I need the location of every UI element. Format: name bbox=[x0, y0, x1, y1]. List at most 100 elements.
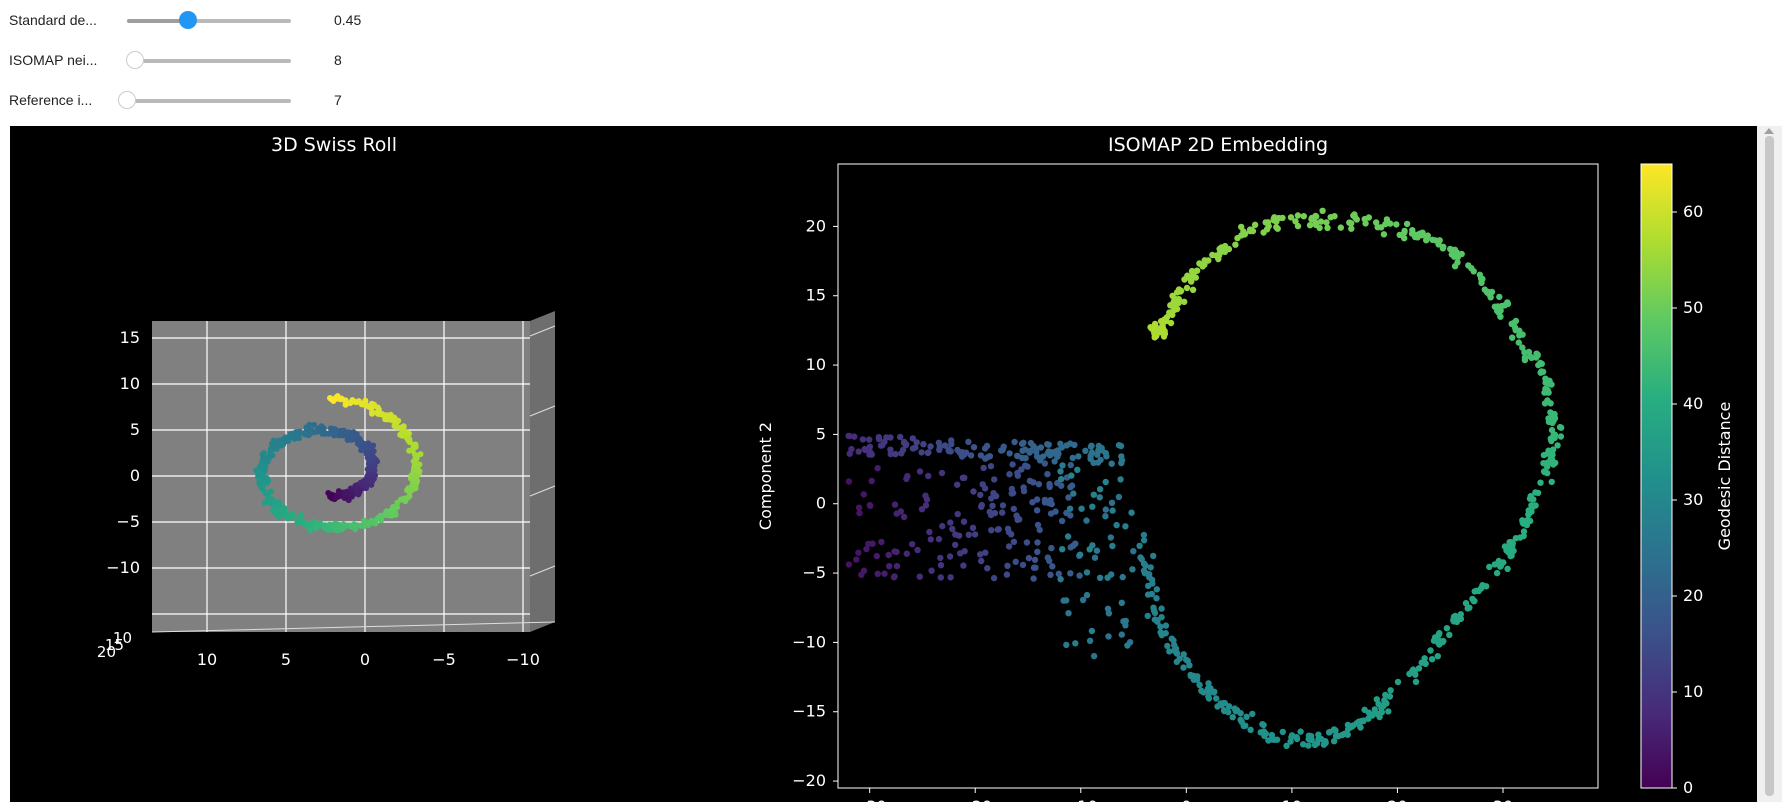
isomap-point bbox=[1006, 471, 1013, 478]
swiss-roll-point bbox=[272, 509, 279, 516]
reference-index-slider-handle[interactable] bbox=[118, 91, 136, 109]
isomap-point bbox=[1063, 509, 1070, 517]
reference-index-slider-row: Reference i... 7 bbox=[9, 89, 409, 113]
isomap-point bbox=[1205, 695, 1213, 702]
swiss-roll-point bbox=[360, 523, 367, 530]
swiss-xtick-10: 10 bbox=[197, 650, 217, 669]
scroll-thumb[interactable] bbox=[1765, 136, 1774, 796]
figure-canvas: 3D Swiss Roll 15 10 5 0 −5 −10 10 5 0 −5… bbox=[97, 134, 1734, 802]
isomap-point bbox=[1351, 213, 1358, 220]
isomap-point bbox=[1496, 293, 1503, 301]
isomap-point bbox=[1065, 610, 1072, 617]
isomap-point bbox=[991, 476, 998, 483]
isomap-point bbox=[989, 502, 996, 509]
swiss-roll-point bbox=[414, 464, 421, 471]
isomap-point bbox=[1319, 207, 1326, 214]
swiss-roll-point bbox=[261, 467, 268, 474]
isomap-point bbox=[890, 574, 898, 581]
isomap-point bbox=[1409, 227, 1416, 234]
colorbar-label: Geodesic Distance bbox=[1715, 402, 1734, 551]
isomap-point bbox=[1237, 710, 1244, 717]
isomap-point bbox=[1528, 508, 1535, 515]
isomap-point bbox=[1324, 224, 1331, 232]
swiss-ytick-m5: −5 bbox=[116, 512, 140, 531]
isomap-point bbox=[1010, 505, 1017, 513]
isomap-point bbox=[1201, 261, 1208, 268]
swiss-roll-point bbox=[298, 512, 305, 518]
isomap-point bbox=[1129, 566, 1136, 573]
isomap-point bbox=[1184, 657, 1192, 665]
isomap-point bbox=[1102, 478, 1109, 486]
isomap-y-ticks: 20 15 10 5 0 −5 −10 −15 −20 bbox=[792, 216, 838, 790]
isomap-point bbox=[1541, 400, 1549, 407]
isomap-point bbox=[1549, 451, 1556, 459]
isomap-point bbox=[1012, 558, 1019, 565]
isomap-point bbox=[987, 463, 995, 470]
swiss-roll-point bbox=[394, 499, 401, 506]
isomap-point bbox=[1157, 623, 1164, 630]
reference-index-slider[interactable] bbox=[118, 91, 291, 109]
isomap-point bbox=[1068, 472, 1075, 479]
isomap-point bbox=[1515, 339, 1523, 346]
std-dev-slider[interactable] bbox=[127, 11, 291, 29]
isomap-point bbox=[916, 468, 924, 475]
isomap-point bbox=[1016, 516, 1023, 523]
swiss-roll-point bbox=[400, 495, 407, 502]
swiss-roll-point bbox=[338, 526, 345, 533]
isomap-point bbox=[1140, 537, 1148, 544]
isomap-point bbox=[1214, 703, 1221, 710]
swiss-roll-title: 3D Swiss Roll bbox=[271, 134, 397, 156]
isomap-point bbox=[1547, 400, 1554, 407]
isomap-point bbox=[990, 490, 997, 497]
isomap-point bbox=[1221, 242, 1229, 250]
isomap-point bbox=[978, 503, 985, 510]
scroll-up-arrow-icon[interactable] bbox=[1764, 128, 1774, 134]
colorbar bbox=[1640, 163, 1673, 789]
output-scrollbar[interactable] bbox=[1757, 126, 1782, 802]
swiss-roll-point bbox=[329, 522, 336, 529]
isomap-point bbox=[887, 434, 894, 441]
swiss-roll-point bbox=[295, 435, 302, 442]
isomap-point bbox=[1506, 539, 1513, 546]
isomap-point bbox=[912, 444, 919, 451]
isomap-point bbox=[1279, 214, 1286, 222]
isomap-points bbox=[845, 207, 1565, 749]
isomap-point bbox=[1450, 246, 1458, 254]
isomap-point bbox=[927, 443, 934, 450]
isomap-point bbox=[1045, 499, 1053, 507]
isomap-point bbox=[965, 438, 972, 446]
isomap-point bbox=[1089, 503, 1096, 510]
isomap-point bbox=[1521, 349, 1528, 356]
isomap-point bbox=[1109, 542, 1116, 550]
isomap-neighbors-slider[interactable] bbox=[126, 51, 291, 69]
isomap-point bbox=[1247, 726, 1254, 733]
isomap-point bbox=[1171, 297, 1178, 304]
swiss-roll-point bbox=[303, 521, 310, 528]
isomap-point bbox=[1283, 742, 1290, 749]
isomap-point bbox=[1046, 480, 1053, 488]
isomap-point bbox=[873, 552, 880, 560]
isomap-point bbox=[1387, 687, 1394, 694]
swiss-roll-point bbox=[313, 524, 320, 531]
isomap-point bbox=[1035, 481, 1043, 488]
isomap-point bbox=[1162, 622, 1170, 629]
isomap-ytick-label: 5 bbox=[816, 424, 826, 443]
reference-index-slider-value: 7 bbox=[334, 92, 342, 108]
isomap-point bbox=[935, 535, 943, 543]
isomap-point bbox=[1109, 507, 1116, 514]
isomap-point bbox=[1512, 327, 1519, 334]
isomap-point bbox=[1054, 479, 1061, 487]
isomap-point bbox=[1412, 671, 1419, 678]
isomap-point bbox=[1544, 460, 1551, 467]
isomap-point bbox=[1534, 489, 1542, 497]
std-dev-slider-handle[interactable] bbox=[178, 11, 197, 29]
isomap-point bbox=[1504, 299, 1511, 306]
isomap-point bbox=[979, 481, 986, 488]
swiss-roll-point bbox=[379, 411, 386, 418]
isomap-point bbox=[918, 449, 925, 456]
isomap-point bbox=[1548, 381, 1555, 388]
isomap-point bbox=[1519, 344, 1526, 351]
colorbar-tick-label: 30 bbox=[1683, 490, 1703, 509]
isomap-neighbors-slider-handle[interactable] bbox=[126, 51, 145, 69]
swiss-grid-line bbox=[529, 325, 556, 337]
